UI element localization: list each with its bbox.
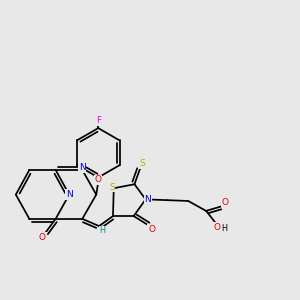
Text: N: N xyxy=(144,195,151,204)
Text: O: O xyxy=(148,225,155,234)
Text: N: N xyxy=(66,190,73,199)
Text: H: H xyxy=(99,226,105,235)
Text: S: S xyxy=(109,182,115,191)
Text: S: S xyxy=(140,159,145,168)
Text: O: O xyxy=(222,198,229,207)
Text: H: H xyxy=(221,224,227,232)
Text: O: O xyxy=(214,223,221,232)
Text: O: O xyxy=(39,233,46,242)
Text: F: F xyxy=(96,116,101,125)
Text: N: N xyxy=(79,164,86,172)
Text: O: O xyxy=(95,176,102,184)
